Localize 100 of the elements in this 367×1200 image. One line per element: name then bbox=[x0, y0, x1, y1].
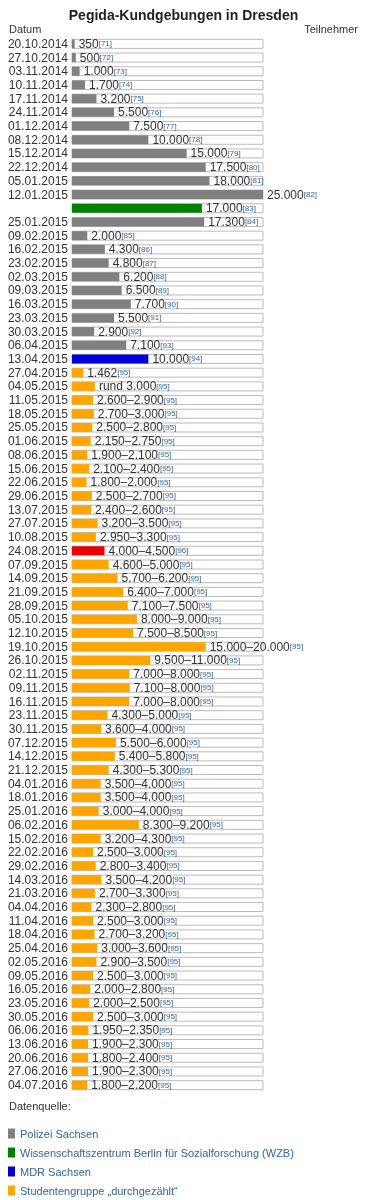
bar bbox=[72, 669, 130, 679]
bar bbox=[72, 888, 95, 898]
data-label: 3.500–4.000[95] bbox=[104, 776, 185, 791]
bar bbox=[72, 1039, 89, 1049]
y-tick-label: 14.03.2016 bbox=[7, 872, 69, 887]
data-label: 2.500–2.700[95] bbox=[95, 488, 176, 503]
bar bbox=[72, 381, 95, 391]
y-tick-label: 23.03.2015 bbox=[7, 310, 69, 325]
bar bbox=[72, 94, 97, 104]
data-label: 3.000–4.000[95] bbox=[102, 804, 183, 819]
data-label: 2.800–3.400[95] bbox=[99, 858, 180, 873]
y-tick-label: 30.11.2015 bbox=[8, 721, 69, 736]
data-label: 3.200–3.500[95] bbox=[101, 516, 182, 531]
data-label: rund 3.000[95] bbox=[98, 379, 170, 394]
bar bbox=[72, 436, 91, 446]
y-tick-label: 24.11.2014 bbox=[8, 105, 69, 120]
y-axis-title: Datum bbox=[9, 22, 42, 35]
bar bbox=[72, 724, 102, 734]
data-label: 2.000–2.800[95] bbox=[94, 982, 175, 997]
bar bbox=[72, 929, 95, 939]
y-tick-label: 15.12.2014 bbox=[7, 146, 69, 161]
y-tick-label: 09.11.2015 bbox=[8, 680, 69, 695]
y-tick-label: 18.04.2016 bbox=[7, 927, 69, 942]
data-label: 7.000–8.000[95] bbox=[133, 694, 214, 709]
data-label: 6.500[89] bbox=[125, 283, 170, 298]
data-label: 2.000[85] bbox=[91, 228, 135, 243]
data-label: 2.500–3.000[95] bbox=[97, 1009, 178, 1024]
y-tick-label: 12.10.2015 bbox=[7, 626, 69, 641]
data-label: 2.700–3.200[95] bbox=[98, 927, 179, 942]
y-tick-label: 02.03.2015 bbox=[7, 269, 69, 284]
y-tick-label: 13.07.2015 bbox=[7, 502, 69, 517]
bar bbox=[72, 491, 92, 501]
y-tick-label: 17.11.2014 bbox=[8, 91, 69, 106]
data-label: 15.000–20.000[95] bbox=[209, 639, 304, 654]
bar bbox=[72, 505, 92, 515]
y-tick-label: 05.10.2015 bbox=[7, 612, 69, 627]
data-label: 17.000[83] bbox=[205, 201, 256, 216]
y-tick-label: 13.06.2016 bbox=[7, 1037, 69, 1052]
data-label: 2.700–3.000[95] bbox=[97, 406, 178, 421]
y-tick-label: 11.04.2016 bbox=[8, 913, 69, 928]
bar bbox=[72, 847, 94, 857]
bar bbox=[72, 450, 88, 460]
y-tick-label: 18.01.2016 bbox=[7, 790, 69, 805]
y-tick-label: 14.12.2015 bbox=[7, 749, 69, 764]
y-tick-label: 22.12.2014 bbox=[7, 160, 69, 175]
bar bbox=[72, 861, 96, 871]
bar bbox=[72, 368, 84, 378]
bar bbox=[72, 422, 93, 432]
y-tick-label: 25.04.2016 bbox=[7, 941, 69, 956]
bar bbox=[72, 697, 130, 707]
data-label: 2.900[92] bbox=[98, 324, 142, 339]
y-tick-label: 15.02.2016 bbox=[7, 831, 69, 846]
y-tick-label: 22.02.2016 bbox=[7, 845, 69, 860]
data-label: 6.200[88] bbox=[123, 269, 167, 284]
bar bbox=[72, 340, 127, 350]
y-tick-label: 07.09.2015 bbox=[7, 557, 69, 572]
y-tick-label: 29.06.2015 bbox=[7, 488, 69, 503]
data-label: 4.300[86] bbox=[108, 242, 153, 257]
bar bbox=[72, 710, 108, 720]
data-label: 4.600–5.000[95] bbox=[112, 557, 193, 572]
y-tick-label: 09.03.2015 bbox=[7, 283, 69, 298]
bar bbox=[72, 299, 131, 309]
y-tick-label: 28.09.2015 bbox=[7, 598, 69, 613]
data-label: 2.500–3.000[95] bbox=[97, 968, 178, 983]
data-label: 5.500[91] bbox=[118, 310, 162, 325]
bar bbox=[72, 1080, 88, 1090]
data-label: 7.100–8.000[95] bbox=[133, 680, 214, 695]
bar bbox=[72, 683, 130, 693]
y-tick-label: 21.03.2016 bbox=[7, 886, 69, 901]
bar bbox=[72, 573, 118, 583]
y-tick-label: 06.04.2015 bbox=[7, 338, 69, 353]
y-tick-label: 14.09.2015 bbox=[7, 571, 69, 586]
y-tick-label: 07.12.2015 bbox=[7, 735, 69, 750]
y-tick-label: 20.06.2016 bbox=[7, 1050, 69, 1065]
bar bbox=[72, 765, 109, 775]
y-tick-label: 08.06.2015 bbox=[7, 447, 69, 462]
data-label: 7.500[77] bbox=[133, 119, 177, 134]
y-tick-label: 23.11.2015 bbox=[8, 708, 69, 723]
bar bbox=[72, 628, 134, 638]
bar bbox=[72, 121, 130, 131]
data-label: 3.200[75] bbox=[100, 91, 144, 106]
data-label: 3.200–4.300[95] bbox=[104, 831, 185, 846]
y-tick-label: 08.12.2014 bbox=[7, 132, 69, 147]
bar bbox=[72, 806, 99, 816]
bar bbox=[72, 971, 94, 981]
data-label: 5.400–5.800[95] bbox=[118, 749, 199, 764]
y-tick-label: 05.01.2015 bbox=[7, 173, 69, 188]
bar bbox=[72, 244, 105, 254]
bar bbox=[72, 39, 75, 49]
y-tick-label: 19.10.2015 bbox=[7, 639, 69, 654]
bar bbox=[72, 327, 95, 337]
data-label: 6.400–7.000[95] bbox=[127, 584, 208, 599]
bar bbox=[72, 779, 101, 789]
y-tick-label: 10.08.2015 bbox=[7, 530, 69, 545]
data-label: 17.300[84] bbox=[208, 214, 259, 229]
data-label: 1.800–2.400[95] bbox=[92, 1050, 173, 1065]
bar bbox=[72, 916, 94, 926]
y-tick-label: 13.04.2015 bbox=[7, 351, 69, 366]
bar bbox=[72, 1053, 89, 1063]
y-tick-label: 30.03.2015 bbox=[7, 324, 69, 339]
